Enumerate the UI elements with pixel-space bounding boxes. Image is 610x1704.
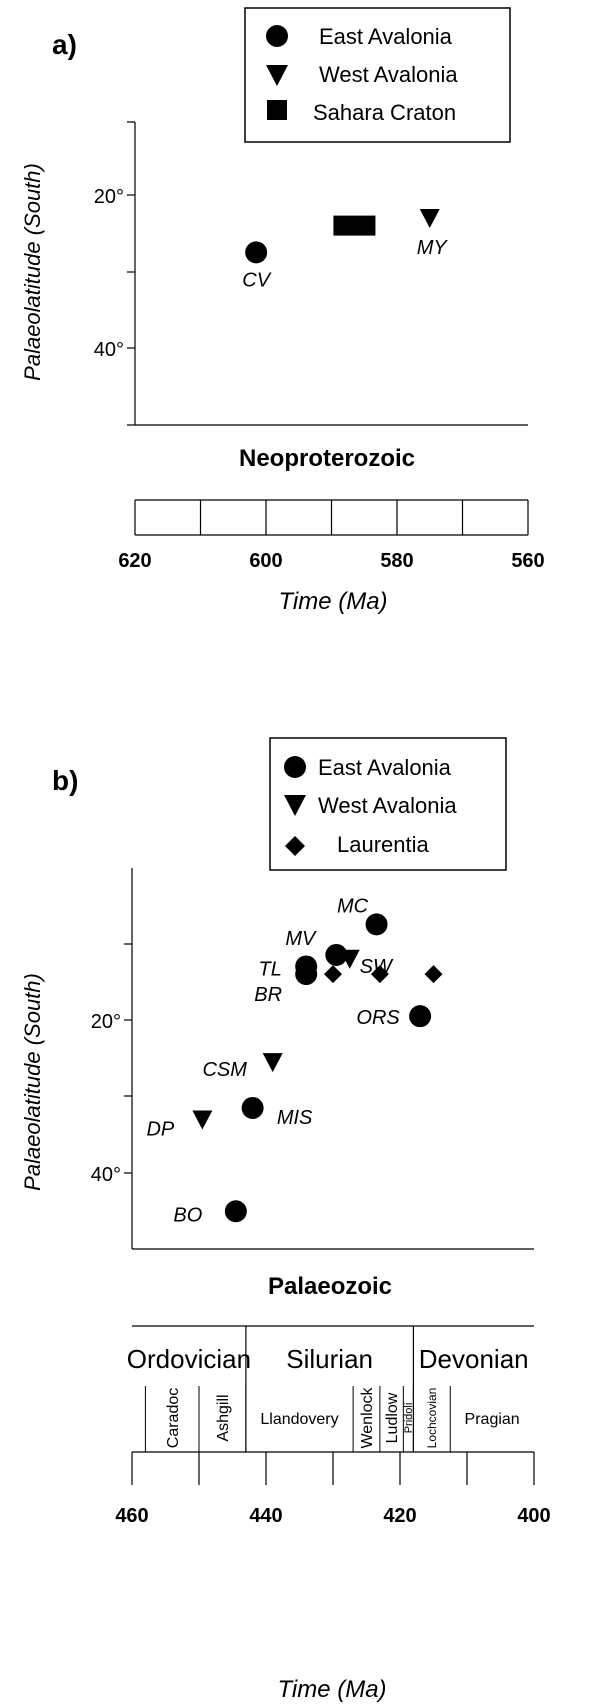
x-tick-label-420: 420 xyxy=(383,1505,416,1527)
x-tick-label-460: 460 xyxy=(115,1505,148,1527)
stage-label-wenlock: Wenlock xyxy=(359,1386,376,1448)
panel-a-data-marks: CV MY xyxy=(242,208,449,291)
point-label-mis: MIS xyxy=(277,1107,313,1129)
stage-label-ashgill: Ashgill xyxy=(215,1394,232,1441)
panel-a-axes xyxy=(134,122,528,426)
panel-a-label: a) xyxy=(52,29,77,60)
x-tick-label-600: 600 xyxy=(249,550,282,572)
point-laurentia-1 xyxy=(370,965,389,984)
point-label-cv: CV xyxy=(242,269,271,291)
point-west-avalonia-2 xyxy=(192,1110,213,1130)
point-label-csm: CSM xyxy=(202,1059,247,1081)
legend-west-avalonia-marker xyxy=(284,795,306,816)
legend-sahara-craton-label: Sahara Craton xyxy=(313,100,456,125)
panel-a: a) East Avalonia West Avalonia Sahara Cr… xyxy=(20,7,545,615)
legend-east-avalonia-label: East Avalonia xyxy=(319,24,453,49)
stage-label-ludlow: Ludlow xyxy=(384,1392,401,1443)
point-east-avalonia-4 xyxy=(409,1005,432,1028)
panel-b-label: b) xyxy=(52,765,78,796)
stage-label-lochcovian: Lochcovian xyxy=(425,1388,439,1449)
stage-label-llandovery: Llandovery xyxy=(260,1411,338,1428)
stage-label-caradoc: Caradoc xyxy=(165,1388,182,1448)
point-label-ors: ORS xyxy=(356,1007,400,1029)
point-laurentia-2 xyxy=(424,965,443,984)
panel-b-legend: East Avalonia West Avalonia Laurentia xyxy=(269,737,507,871)
legend-east-avalonia-marker xyxy=(284,756,306,778)
panel-b-x-axis-label: Time (Ma) xyxy=(277,1676,386,1703)
panel-a-time-ticks: 620 600 580 560 xyxy=(118,500,545,572)
point-label-br: BR xyxy=(254,984,282,1006)
panel-b: b) East Avalonia West Avalonia Laurentia… xyxy=(20,737,551,1703)
stage-label-pragian: Pragian xyxy=(465,1411,520,1428)
point-west-avalonia-0 xyxy=(339,949,360,969)
x-tick-label-560: 560 xyxy=(511,550,544,572)
legend-west-avalonia-marker xyxy=(266,65,288,86)
stage-label-pridoli: Pridoli xyxy=(403,1403,415,1434)
panel-b-y-axis-label: Palaeolatitude (South) xyxy=(20,973,45,1191)
panel-b-section-title: Palaeozoic xyxy=(268,1273,392,1300)
panel-a-y-tick-label-20: 20° xyxy=(94,186,124,208)
point-sahara-craton-0 xyxy=(333,215,376,236)
panel-a-y-axis-label: Palaeolatitude (South) xyxy=(20,163,45,381)
point-east-avalonia-6 xyxy=(224,1200,247,1223)
panel-a-x-axis-label: Time (Ma) xyxy=(278,588,387,615)
point-label-tl: TL xyxy=(259,958,282,980)
legend-sahara-craton-marker xyxy=(267,100,287,120)
point-label-my: MY xyxy=(417,237,449,259)
point-east-avalonia-0 xyxy=(365,913,388,936)
legend-east-avalonia-label: East Avalonia xyxy=(318,755,452,780)
panel-a-y-tick-label-40: 40° xyxy=(94,339,124,361)
point-east-avalonia-0 xyxy=(245,241,268,264)
x-tick-label-400: 400 xyxy=(517,1505,550,1527)
legend-east-avalonia-marker xyxy=(266,25,288,47)
point-east-avalonia-3 xyxy=(295,963,318,986)
x-tick-label-440: 440 xyxy=(249,1505,282,1527)
legend-west-avalonia-label: West Avalonia xyxy=(319,62,458,87)
point-east-avalonia-5 xyxy=(241,1096,264,1119)
point-laurentia-0 xyxy=(324,965,342,984)
panel-b-y-tick-label-40: 40° xyxy=(91,1164,121,1186)
x-tick-label-620: 620 xyxy=(118,550,151,572)
panel-b-y-tick-label-20: 20° xyxy=(91,1011,121,1033)
panel-a-legend-box xyxy=(244,7,511,143)
point-west-avalonia-1 xyxy=(262,1053,283,1073)
point-label-mc: MC xyxy=(337,895,369,917)
panel-b-periods-and-stages: Ordovician Silurian Devonian Caradoc Ashgill… xyxy=(127,1326,529,1452)
legend-laurentia-label: Laurentia xyxy=(337,832,430,857)
period-label-devonian: Devonian xyxy=(419,1344,529,1374)
panel-a-section-title: Neoproterozoic xyxy=(239,445,415,472)
point-west-avalonia-0 xyxy=(419,208,440,228)
point-label-dp: DP xyxy=(146,1118,174,1140)
period-label-ordovician: Ordovician xyxy=(127,1344,251,1374)
x-tick-label-580: 580 xyxy=(380,550,413,572)
point-label-mv: MV xyxy=(285,928,317,950)
panel-b-time-ticks: 460 440 420 400 xyxy=(115,1452,551,1527)
period-label-silurian: Silurian xyxy=(286,1344,373,1374)
panel-b-legend-box xyxy=(269,737,507,871)
point-label-bo: BO xyxy=(173,1204,202,1226)
legend-laurentia-marker xyxy=(285,836,305,856)
legend-west-avalonia-label: West Avalonia xyxy=(318,793,457,818)
panel-b-axes xyxy=(131,868,534,1250)
point-east-avalonia-1 xyxy=(325,943,348,966)
panel-a-legend: East Avalonia West Avalonia Sahara Crato… xyxy=(244,7,511,143)
